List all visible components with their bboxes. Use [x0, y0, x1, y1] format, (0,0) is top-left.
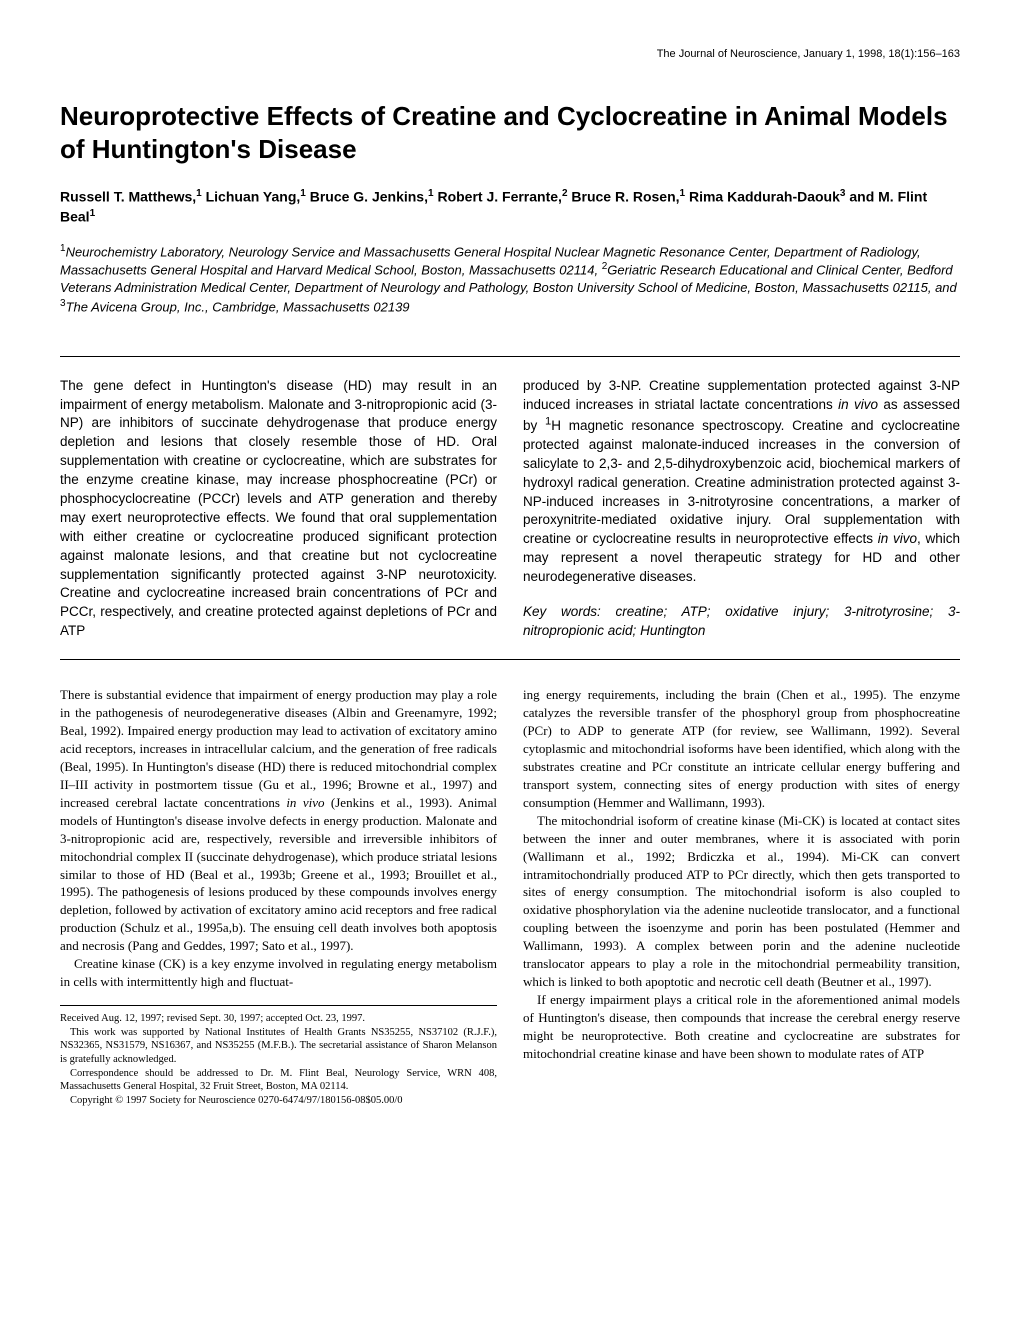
body-left-col: There is substantial evidence that impai…: [60, 686, 497, 1107]
body: There is substantial evidence that impai…: [60, 686, 960, 1107]
footnote-copyright: Copyright © 1997 Society for Neuroscienc…: [60, 1094, 497, 1108]
journal-header: The Journal of Neuroscience, January 1, …: [60, 48, 960, 60]
footnote-separator: [60, 1005, 497, 1006]
body-paragraph: There is substantial evidence that impai…: [60, 686, 497, 955]
author-list: Russell T. Matthews,1 Lichuan Yang,1 Bru…: [60, 187, 960, 228]
footnotes: Received Aug. 12, 1997; revised Sept. 30…: [60, 1012, 497, 1107]
body-paragraph: ing energy requirements, including the b…: [523, 686, 960, 812]
abstract-right-text: produced by 3-NP. Creatine supplementati…: [523, 378, 960, 584]
article-title: Neuroprotective Effects of Creatine and …: [60, 100, 960, 165]
abstract: The gene defect in Huntington's disease …: [60, 356, 960, 660]
body-paragraph: Creatine kinase (CK) is a key enzyme inv…: [60, 955, 497, 991]
body-paragraph: The mitochondrial isoform of creatine ki…: [523, 812, 960, 991]
body-paragraph: If energy impairment plays a critical ro…: [523, 991, 960, 1063]
affiliations: 1Neurochemistry Laboratory, Neurology Se…: [60, 242, 960, 316]
body-right-col: ing energy requirements, including the b…: [523, 686, 960, 1107]
footnote-correspondence: Correspondence should be addressed to Dr…: [60, 1067, 497, 1094]
abstract-left-col: The gene defect in Huntington's disease …: [60, 377, 497, 641]
abstract-right-col: produced by 3-NP. Creatine supplementati…: [523, 377, 960, 641]
footnote-funding: This work was supported by National Inst…: [60, 1026, 497, 1067]
keywords: Key words: creatine; ATP; oxidative inju…: [523, 603, 960, 641]
footnote-received: Received Aug. 12, 1997; revised Sept. 30…: [60, 1012, 497, 1026]
